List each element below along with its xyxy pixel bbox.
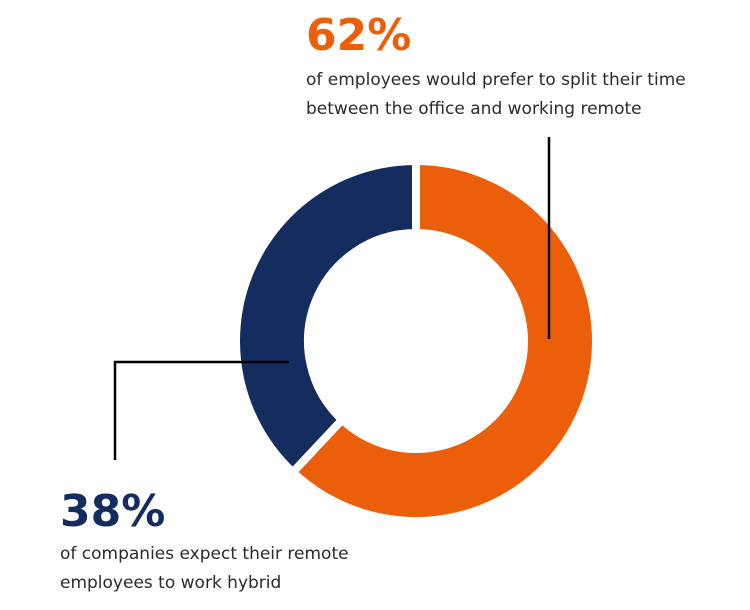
leader-lines bbox=[113, 137, 551, 460]
annotation-text-62-line-2: between the office and working remote bbox=[306, 99, 642, 119]
annotation-text-62-line-1: of employees would prefer to split their… bbox=[306, 70, 686, 90]
annotation-text-38: of companies expect their remote employe… bbox=[60, 540, 420, 598]
annotation-text-38-line-1: of companies expect their remote bbox=[60, 544, 349, 564]
leader-line-38 bbox=[113, 360, 289, 460]
annotation-text-38-line-2: employees to work hybrid bbox=[60, 573, 282, 593]
donut-slices bbox=[232, 156, 600, 525]
annotation-value-62: 62% bbox=[306, 10, 412, 61]
annotation-text-62: of employees would prefer to split their… bbox=[306, 66, 736, 124]
donut-slice-62 bbox=[287, 156, 600, 525]
annotation-value-38: 38% bbox=[60, 486, 166, 537]
donut-slice-38 bbox=[232, 156, 420, 478]
